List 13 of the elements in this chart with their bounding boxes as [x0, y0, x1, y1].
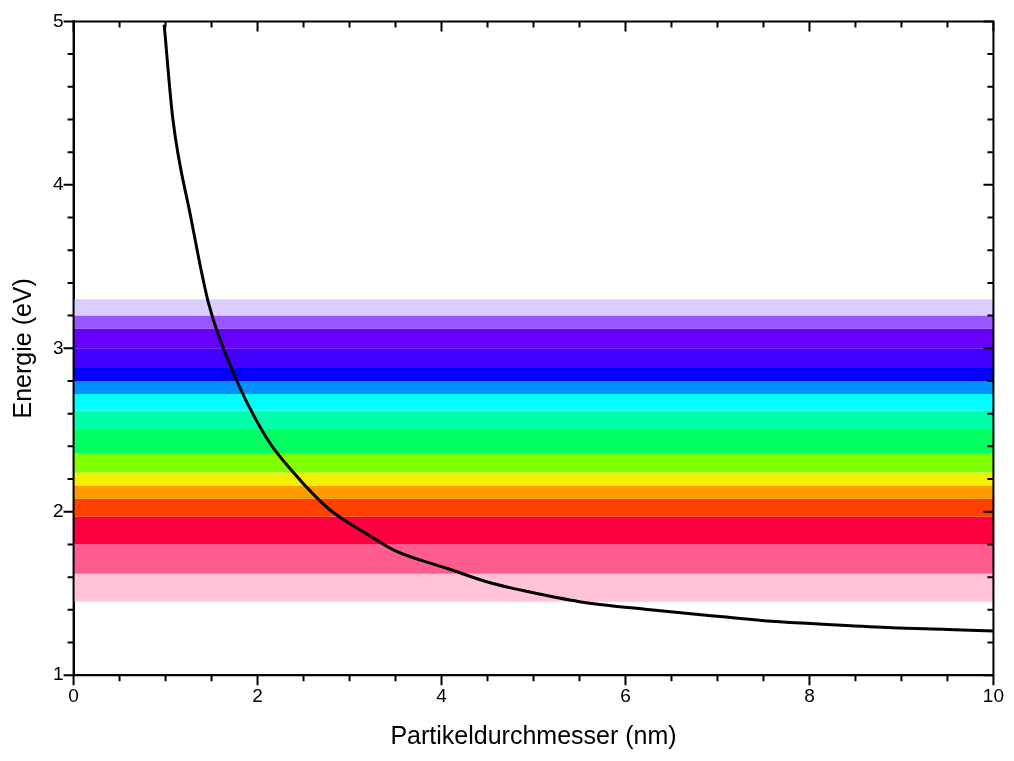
x-axis-title: Partikeldurchmesser (nm) [390, 720, 677, 749]
x-tick-label: 10 [982, 684, 1004, 706]
x-tick-label: 6 [620, 684, 631, 706]
y-tick-label: 5 [52, 9, 64, 31]
y-tick-label: 2 [52, 499, 64, 521]
x-tick-label: 8 [804, 684, 815, 706]
y-tick-label: 1 [52, 663, 64, 685]
y-tick-label: 4 [52, 173, 64, 195]
y-tick-label: 3 [52, 336, 64, 358]
x-tick-label: 4 [436, 684, 448, 706]
x-tick-label: 0 [68, 684, 79, 706]
x-tick-label: 2 [252, 684, 263, 706]
y-axis-title: Energie (eV) [7, 278, 36, 419]
